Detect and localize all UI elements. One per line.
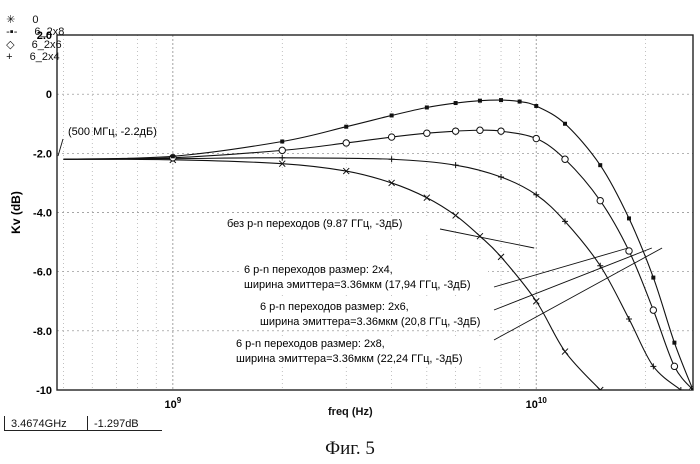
y-tick-label: -10 [36, 385, 52, 397]
data-point [596, 386, 604, 390]
annotation-2x4: 6 p-n переходов размер: 2x4, [244, 264, 393, 276]
data-point [561, 348, 569, 355]
annotation-2x6: 6 p-n переходов размер: 2x6, [260, 301, 409, 313]
x-tick-label: 1010 [526, 396, 548, 411]
annotation-2x8-leader [493, 247, 663, 341]
data-point [498, 174, 505, 180]
y-tick-label: -2.0 [33, 148, 52, 160]
annotation-2x8-line2: ширина эмиттера=3.36мкм (22,24 ГГц, -3дБ… [236, 353, 463, 365]
annotation-2x4-bg [240, 262, 488, 292]
annotation-leader [57, 138, 64, 157]
data-point [650, 363, 657, 370]
data-point [170, 154, 175, 159]
y-axis-label: Kv (dB) [9, 191, 23, 234]
data-point [452, 212, 459, 219]
data-point [596, 196, 604, 205]
annotation-no-pn: без p-n переходов (9.87 ГГц, -3дБ) [227, 218, 402, 230]
data-point [344, 124, 349, 129]
data-point [597, 262, 604, 269]
data-point [534, 104, 539, 108]
data-point [388, 179, 395, 187]
data-point [598, 163, 603, 168]
cursor-readout: 3.4674GHz -1.297dB [4, 416, 162, 431]
y-tick-label: -8.0 [33, 326, 52, 338]
data-point [563, 121, 568, 126]
data-point [453, 101, 458, 106]
data-point [451, 127, 460, 135]
legend-item-6-2x4: + 6_2x4 [6, 51, 60, 63]
y-tick-label: -6.0 [33, 267, 52, 279]
data-point [562, 218, 569, 225]
data-point [280, 139, 285, 144]
series-line [63, 99, 693, 390]
data-point [625, 247, 633, 255]
y-tick-label: 2.0 [37, 30, 52, 42]
annotation-2x8: 6 p-n переходов размер: 2x8, [236, 338, 385, 350]
data-point [424, 105, 429, 110]
x-axis-label: freq (Hz) [328, 406, 373, 418]
annotation-start-point: (500 МГц, -2.2дБ) [68, 126, 157, 138]
data-point [389, 113, 394, 118]
data-point [649, 306, 658, 314]
data-point [627, 216, 632, 221]
data-point [279, 154, 286, 161]
chart-legend: ✳ 0 -▪- 6_2x8 ◇ 6_2x6 + 6_2x4 [0, 1, 92, 63]
annotation-2x8-bg [232, 336, 482, 366]
annotation-2x6-bg [256, 299, 494, 329]
y-tick-label: 0 [46, 89, 52, 101]
data-point [342, 167, 350, 175]
readout-frequency: 3.4674GHz [4, 416, 87, 430]
data-point [670, 362, 679, 371]
data-point [278, 146, 286, 155]
series-6-2x8 [63, 98, 693, 390]
data-point [651, 275, 656, 280]
annotation-no-pn-leader [439, 228, 535, 249]
data-point [672, 340, 677, 345]
data-point [476, 232, 484, 240]
data-point [499, 98, 504, 103]
annotation-2x4-leader [493, 247, 629, 288]
data-point [533, 191, 540, 198]
annotation-2x6-leader [493, 247, 652, 311]
data-point [452, 162, 459, 169]
chart-plot: 2.0 0 -2.0 -4.0 -6.0 -8.0 -10 109 1010 Kv (dB) (50… [9, 30, 694, 411]
data-point [532, 134, 540, 143]
legend-item-6-2x6: ◇ 6_2x6 [6, 39, 62, 51]
annotation-2x6-line2: ширина эмиттера=3.36мкм (20,8 ГГц, -3дБ) [260, 316, 480, 328]
data-point [497, 253, 505, 261]
data-point [387, 133, 396, 141]
annotation-2x4-line2: ширина эмиттера=3.36мкм (17,94 ГГц, -3дБ… [244, 279, 471, 291]
data-point [532, 297, 540, 305]
data-point [677, 387, 684, 390]
data-point [497, 127, 505, 135]
data-point [476, 126, 484, 134]
data-point [423, 194, 431, 202]
data-point [278, 160, 286, 168]
data-point [477, 98, 482, 103]
figure-caption: Фиг. 5 [325, 438, 375, 459]
x-tick-label: 109 [164, 396, 181, 411]
series-0 [63, 156, 604, 390]
annotation-no-pn-bg [223, 216, 433, 232]
data-point [342, 139, 350, 147]
data-point [388, 156, 395, 163]
data-point [626, 316, 633, 322]
plot-frame [56, 34, 694, 391]
legend-item-0: ✳ 0 [6, 14, 39, 26]
data-point [517, 99, 522, 104]
data-point [423, 129, 431, 137]
y-tick-label: -4.0 [33, 208, 52, 220]
series-6-2x6 [63, 126, 693, 390]
data-point [691, 388, 693, 390]
data-point [561, 155, 569, 163]
readout-value: -1.297dB [87, 416, 162, 430]
